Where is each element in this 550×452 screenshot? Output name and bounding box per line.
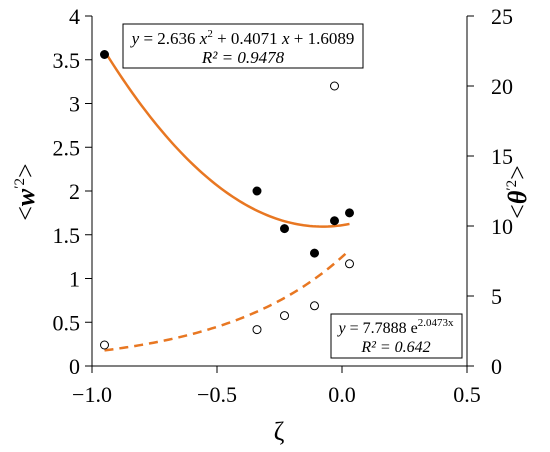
exp-fit-curve (104, 249, 351, 352)
y-left-tick-label: 2 (69, 179, 80, 204)
y-right-tick-label: 0 (491, 354, 502, 379)
y-right-tick-label: 5 (491, 284, 502, 309)
y-left-axis-title: <w′2> (11, 163, 40, 220)
x-axis-title: ζ (274, 417, 285, 446)
y-right-ticks: 0 5 10 15 20 25 (467, 4, 513, 379)
y-left-tick-label: 0.5 (53, 310, 81, 335)
data-point-open (252, 325, 262, 335)
poly-r2: R² = 0.9478 (201, 48, 285, 67)
y-left-tick-label: 4 (69, 4, 80, 29)
y-left-tick-label: 2.5 (53, 135, 81, 160)
data-points (100, 50, 354, 350)
data-point-filled (280, 224, 289, 234)
x-ticks: −1.0 −0.5 0.0 0.5 (72, 366, 481, 407)
x-tick-label: 0.5 (453, 382, 481, 407)
x-tick-label: −1.0 (72, 382, 112, 407)
y-right-tick-label: 25 (491, 4, 513, 29)
y-right-tick-label: 20 (491, 74, 513, 99)
y-left-ticks: 0 0.5 1 1.5 2 2.5 3 3.5 4 (53, 4, 92, 379)
exp-equation: y = 7.7888 e2.0473x (337, 317, 454, 337)
poly-equation: y = 2.636 x2 + 0.4071 x + 1.6089 (130, 28, 355, 48)
data-point-filled (330, 216, 339, 226)
x-tick-label: 0.0 (328, 382, 356, 407)
exp-r2: R² = 0.642 (360, 339, 430, 356)
fit-curves (103, 50, 351, 352)
data-point-open (310, 301, 319, 311)
y-right-axis-title-group: <θ′2> (503, 165, 532, 219)
poly-equation-box: y = 2.636 x2 + 0.4071 x + 1.6089 R² = 0.… (122, 23, 364, 69)
data-point-open (280, 311, 289, 321)
y-right-axis-title: <θ′2> (503, 165, 532, 219)
data-point-filled (310, 248, 319, 258)
y-left-tick-label: 0 (69, 354, 80, 379)
data-point-filled (252, 186, 262, 196)
x-tick-label: −0.5 (197, 382, 237, 407)
y-right-tick-label: 15 (491, 144, 513, 169)
y-left-axis-title-group: <w′2> (11, 163, 40, 220)
exp-equation-box: y = 7.7888 e2.0473x R² = 0.642 (330, 313, 463, 359)
y-left-tick-label: 3.5 (53, 48, 81, 73)
poly-fit-curve (103, 50, 350, 228)
y-left-tick-label: 1 (69, 267, 80, 292)
y-left-tick-label: 3 (69, 92, 80, 117)
data-point-open (345, 259, 354, 269)
data-point-filled (345, 208, 354, 218)
y-left-tick-label: 1.5 (53, 223, 81, 248)
data-point-filled (100, 50, 109, 59)
y-right-tick-label: 10 (491, 214, 513, 239)
data-point-open (330, 81, 339, 91)
data-point-open (100, 340, 109, 350)
